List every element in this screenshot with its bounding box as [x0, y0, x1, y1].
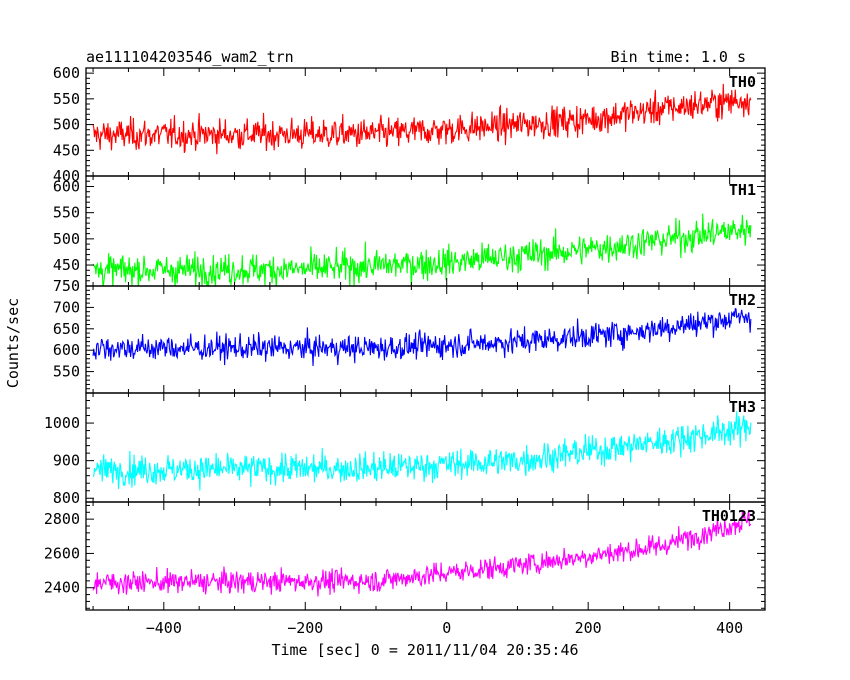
y-tick-label: 750 — [53, 277, 80, 295]
y-tick-label: 400 — [53, 167, 80, 185]
panel-frame — [85, 501, 766, 611]
x-tick-label: 200 — [575, 619, 602, 637]
x-axis: −400 −200 0 200 400 — [146, 619, 743, 637]
bin-time-label: Bin time: 1.0 s — [611, 48, 746, 66]
panel-tag-th1: TH1 — [729, 181, 756, 199]
y-axis-label: Counts/sec — [4, 298, 22, 388]
panel-th0: 400 450 500 550 600 TH0 — [53, 64, 766, 185]
panel-th3: 800 900 1000 TH3 — [44, 392, 766, 507]
panels-group: 400 450 500 550 600 TH0 450 500 550 600 TH1 550 600 6… — [44, 64, 766, 611]
panel-th0123: 2400 2600 2800 TH0123 — [44, 501, 766, 611]
x-axis-label: Time [sec] 0 = 2011/11/04 20:35:46 — [271, 641, 578, 659]
y-tick-label: 800 — [53, 489, 80, 507]
series-th2-line — [92, 307, 752, 366]
series-th0-line — [92, 83, 752, 155]
y-tick-label: 500 — [53, 116, 80, 134]
panel-th1: 450 500 550 600 TH1 — [53, 175, 766, 287]
panel-tag-th0: TH0 — [729, 73, 756, 91]
y-tick-label: 600 — [53, 341, 80, 359]
y-tick-label: 650 — [53, 320, 80, 338]
series-th1-line — [92, 213, 752, 286]
y-tick-label: 550 — [53, 90, 80, 108]
y-tick-label: 450 — [53, 141, 80, 159]
series-th3-line — [92, 411, 752, 491]
y-tick-label: 1000 — [44, 414, 80, 432]
panel-tag-th3: TH3 — [729, 398, 756, 416]
y-tick-label: 2400 — [44, 579, 80, 597]
y-tick-label: 600 — [53, 64, 80, 82]
panel-tag-th2: TH2 — [729, 291, 756, 309]
series-th0123-line — [92, 509, 752, 597]
x-tick-label: 0 — [442, 619, 451, 637]
y-tick-label: 2600 — [44, 544, 80, 562]
panel-tag-th0123: TH0123 — [702, 507, 756, 525]
y-tick-label: 550 — [53, 363, 80, 381]
y-tick-label: 900 — [53, 452, 80, 470]
y-tick-label: 700 — [53, 298, 80, 316]
figure-title: ae111104203546_wam2_trn — [86, 48, 294, 66]
y-tick-label: 450 — [53, 256, 80, 274]
x-tick-label: −200 — [287, 619, 323, 637]
panel-frame — [85, 67, 766, 177]
panel-th2: 550 600 650 700 750 TH2 — [53, 277, 766, 394]
y-tick-label: 550 — [53, 204, 80, 222]
y-tick-label: 2800 — [44, 510, 80, 528]
y-tick-label: 500 — [53, 230, 80, 248]
x-tick-label: −400 — [146, 619, 182, 637]
y-tick-label: 600 — [53, 177, 80, 195]
x-tick-label: 400 — [716, 619, 743, 637]
